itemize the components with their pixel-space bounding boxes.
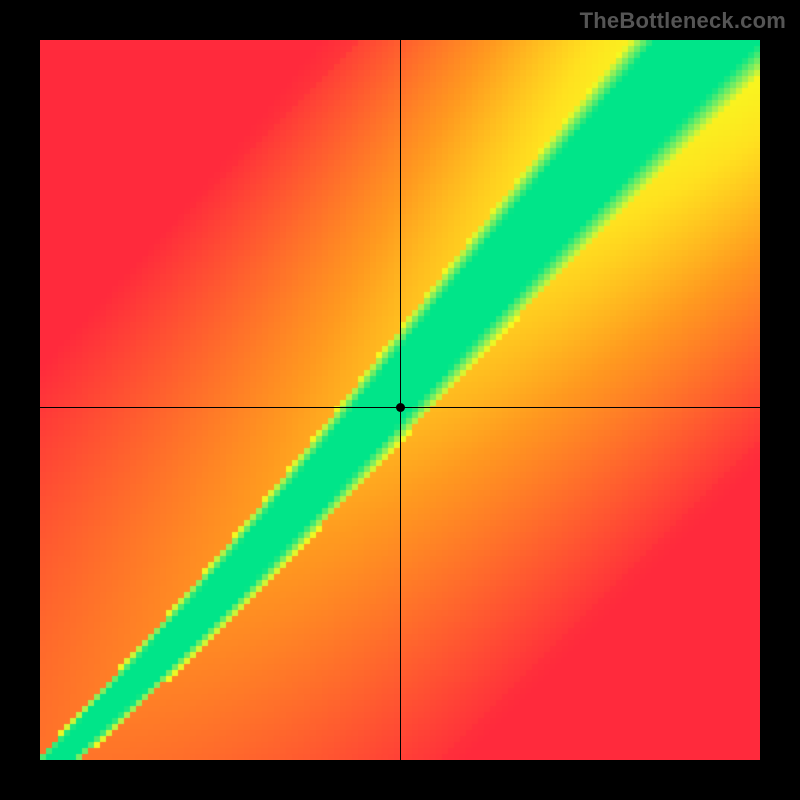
watermark-text: TheBottleneck.com [580, 8, 786, 34]
chart-frame: TheBottleneck.com [0, 0, 800, 800]
crosshair-dot [396, 403, 405, 412]
crosshair-vertical [400, 40, 401, 760]
